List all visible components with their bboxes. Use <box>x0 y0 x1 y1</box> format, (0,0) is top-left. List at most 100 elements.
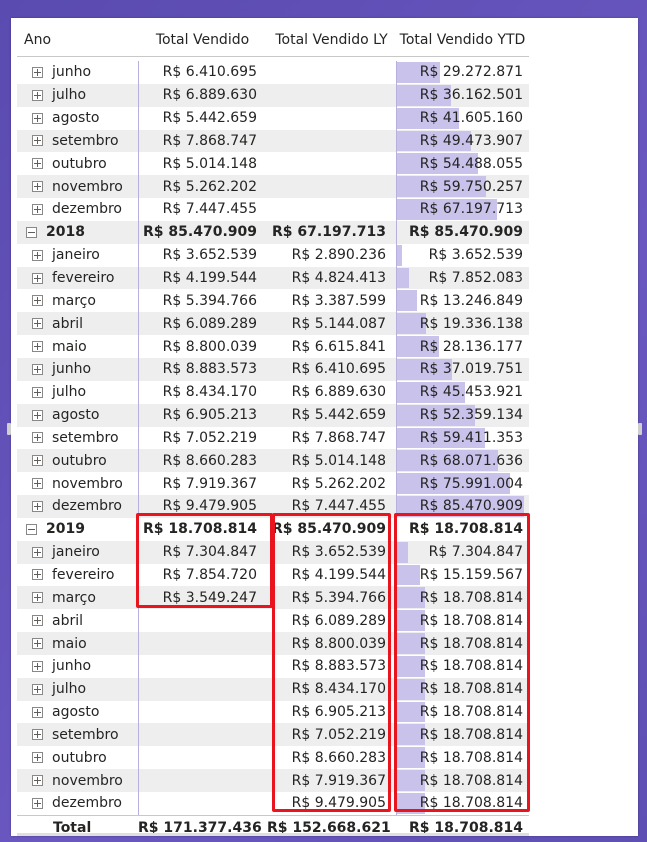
header-total-vendido-ytd[interactable]: Total Vendido YTD <box>399 32 526 48</box>
row-label: maio <box>52 635 87 652</box>
total-vendido-cell: R$ 5.394.766 <box>138 289 267 313</box>
plus-box-icon[interactable] <box>32 478 43 490</box>
plus-box-icon[interactable] <box>32 638 43 650</box>
month-row: novembro R$ 5.262.202 R$ 59.750.257 <box>17 175 529 199</box>
total-vendido-ly-cell <box>267 130 396 153</box>
ytd-data-bar <box>397 793 425 814</box>
plus-box-icon[interactable] <box>32 89 43 101</box>
cell-value: R$ 45.453.921 <box>419 384 523 401</box>
plus-box-icon[interactable] <box>32 752 43 764</box>
row-label: janeiro <box>52 247 100 264</box>
total-vendido-ytd-cell: R$ 18.708.814 <box>396 723 529 747</box>
cell-value: R$ 49.473.907 <box>419 132 523 149</box>
plus-box-icon[interactable] <box>32 775 43 787</box>
row-label-cell: junho <box>17 61 138 84</box>
plus-box-icon[interactable] <box>32 797 43 809</box>
month-row: julho R$ 8.434.170 R$ 6.889.630 R$ 45.453.9… <box>17 380 529 404</box>
row-label: novembro <box>52 178 123 195</box>
cell-value: R$ 8.800.039 <box>291 635 386 652</box>
plus-box-icon[interactable] <box>32 615 43 627</box>
plus-box-icon[interactable] <box>32 660 43 672</box>
plus-box-icon[interactable] <box>32 181 43 193</box>
row-label-cell: janeiro <box>17 541 138 564</box>
row-label-cell: julho <box>17 678 138 701</box>
plus-box-icon[interactable] <box>32 66 43 78</box>
total-vendido-cell: R$ 5.442.659 <box>138 106 267 130</box>
resize-handle-right[interactable] <box>638 423 642 435</box>
total-vendido-cell: R$ 5.014.148 <box>138 152 267 176</box>
row-label: outubro <box>52 749 107 766</box>
row-label: março <box>52 589 96 606</box>
row-label: julho <box>52 681 87 698</box>
total-vendido-ly-cell <box>267 152 396 175</box>
minus-box-icon[interactable] <box>26 226 37 238</box>
horizontal-scrollbar[interactable] <box>17 833 529 836</box>
plus-box-icon[interactable] <box>32 341 43 353</box>
month-row: dezembro R$ 7.447.455 R$ 67.197.713 <box>17 198 529 221</box>
plus-box-icon[interactable] <box>32 455 43 467</box>
plus-box-icon[interactable] <box>32 386 43 398</box>
total-vendido-cell: R$ 7.052.219 <box>138 426 267 450</box>
cell-value: R$ 7.854.720 <box>162 566 257 583</box>
row-label: agosto <box>52 110 100 127</box>
total-vendido-ytd-cell: R$ 37.019.751 <box>396 357 529 381</box>
highlight-box-total-vendido <box>136 513 273 608</box>
total-vendido-ytd-cell: R$ 75.991.004 <box>396 472 529 496</box>
total-vendido-cell <box>138 769 267 792</box>
cell-value: R$ 8.660.283 <box>291 749 386 766</box>
cell-value: R$ 7.919.367 <box>291 772 386 789</box>
minus-box-icon[interactable] <box>26 523 37 535</box>
matrix-body: junho R$ 6.410.695 R$ 29.272.871 julho R$ 6.… <box>17 61 529 815</box>
plus-box-icon[interactable] <box>32 592 43 604</box>
total-vendido-cell: R$ 9.479.905 <box>138 495 267 518</box>
header-total-vendido[interactable]: Total Vendido <box>155 32 250 48</box>
cell-value: R$ 18.708.814 <box>409 521 523 538</box>
plus-box-icon[interactable] <box>32 203 43 215</box>
total-vendido-ly-total: R$ 152.668.621 <box>267 819 391 836</box>
resize-handle-left[interactable] <box>7 423 11 435</box>
total-vendido-ly-cell: R$ 3.652.539 <box>267 541 396 564</box>
row-label: fevereiro <box>52 566 115 583</box>
total-vendido-ytd-cell: R$ 19.336.138 <box>396 312 529 336</box>
total-vendido-ytd-cell: R$ 59.750.257 <box>396 175 529 199</box>
header-ano[interactable]: Ano <box>24 32 52 48</box>
total-vendido-ytd-cell: R$ 45.453.921 <box>396 380 529 404</box>
plus-box-icon[interactable] <box>32 546 43 558</box>
plus-box-icon[interactable] <box>32 363 43 375</box>
row-label: julho <box>52 87 87 104</box>
total-vendido-ly-cell: R$ 85.470.909 <box>267 518 396 541</box>
row-label: março <box>52 292 96 309</box>
total-vendido-cell: R$ 6.889.630 <box>138 83 267 107</box>
plus-box-icon[interactable] <box>32 706 43 718</box>
month-row: agosto R$ 6.905.213 R$ 5.442.659 R$ 52.359.… <box>17 403 529 427</box>
total-vendido-ly-cell: R$ 5.144.087 <box>267 312 396 335</box>
plus-box-icon[interactable] <box>32 249 43 261</box>
ytd-data-bar <box>397 747 425 769</box>
month-row: dezembro R$ 9.479.905 R$ 18.708.814 <box>17 792 529 815</box>
plus-box-icon[interactable] <box>32 683 43 695</box>
row-label-cell: agosto <box>17 404 138 427</box>
total-vendido-ly-cell: R$ 6.615.841 <box>267 335 396 358</box>
plus-box-icon[interactable] <box>32 112 43 124</box>
plus-box-icon[interactable] <box>32 135 43 147</box>
plus-box-icon[interactable] <box>32 729 43 741</box>
row-label-cell: agosto <box>17 107 138 130</box>
plus-box-icon[interactable] <box>32 318 43 330</box>
plus-box-icon[interactable] <box>32 295 43 307</box>
ytd-data-bar <box>397 427 485 449</box>
plus-box-icon[interactable] <box>32 272 43 284</box>
row-label: junho <box>52 64 92 81</box>
plus-box-icon[interactable] <box>32 500 43 512</box>
plus-box-icon[interactable] <box>32 158 43 170</box>
plus-box-icon[interactable] <box>32 409 43 421</box>
row-label: 2019 <box>46 521 85 538</box>
row-label: janeiro <box>52 544 100 561</box>
total-vendido-ytd-cell: R$ 52.359.134 <box>396 403 529 427</box>
header-total-vendido-ly[interactable]: Total Vendido LY <box>275 32 388 48</box>
plus-box-icon[interactable] <box>32 432 43 444</box>
total-vendido-ytd-cell: R$ 85.470.909 <box>396 495 529 518</box>
month-row: agosto R$ 6.905.213 R$ 18.708.814 <box>17 700 529 724</box>
plus-box-icon[interactable] <box>32 569 43 581</box>
row-label: junho <box>52 658 92 675</box>
total-vendido-cell: R$ 8.660.283 <box>138 449 267 473</box>
